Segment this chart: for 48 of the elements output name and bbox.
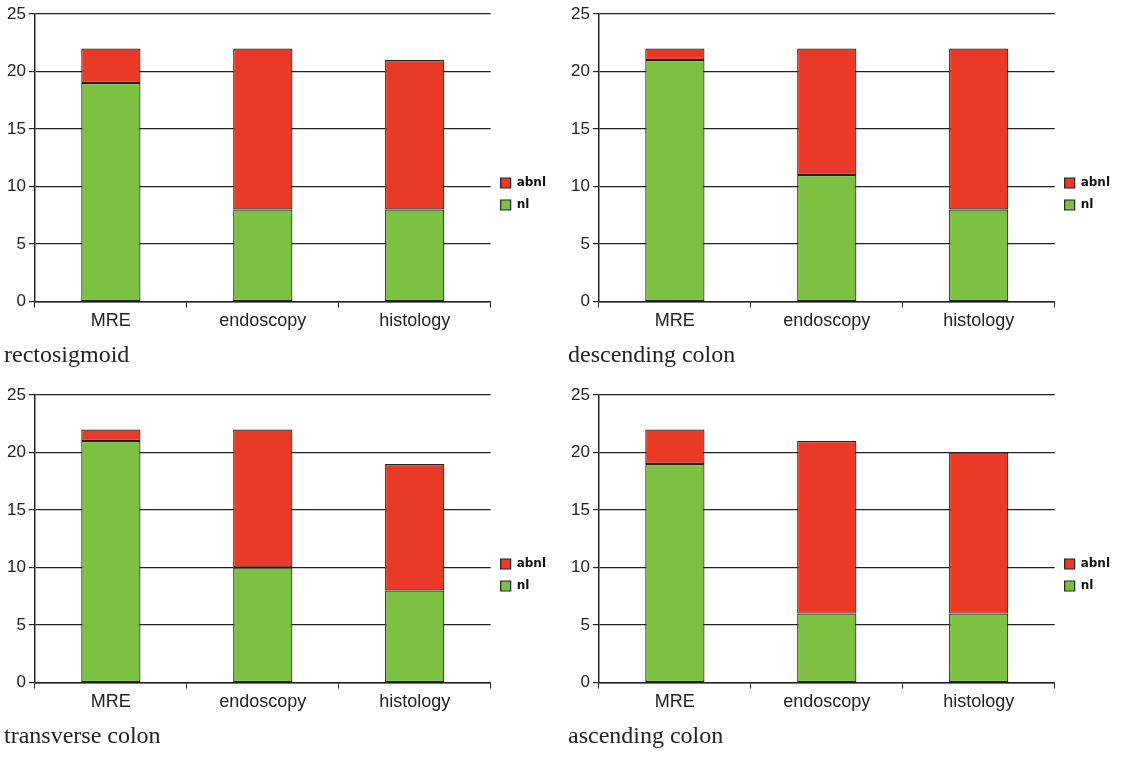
text: rectosigmoid <box>4 340 130 367</box>
y-tick-label: 25 <box>570 384 590 404</box>
text: descending colon <box>568 340 736 367</box>
y-tick-label: 5 <box>580 614 590 634</box>
y-tick-label: 10 <box>6 557 26 577</box>
y-tick-label: 0 <box>16 672 26 692</box>
y-tick-label: 20 <box>6 61 26 81</box>
y-tick-label: 20 <box>6 442 26 462</box>
legend-label: nl <box>516 197 530 212</box>
y-tick-label: 0 <box>16 291 26 311</box>
y-tick-label: 25 <box>6 3 26 23</box>
y-tick-label: 15 <box>6 118 26 138</box>
x-tick-label: MRE <box>654 310 695 331</box>
y-tick-label: 0 <box>580 672 590 692</box>
x-tick-label: endoscopy <box>219 310 307 331</box>
text: ascending colon <box>568 721 724 748</box>
y-tick-label: 20 <box>570 61 590 81</box>
x-tick-label: endoscopy <box>783 691 871 712</box>
y-tick-label: 10 <box>6 176 26 196</box>
legend-label: nl <box>516 578 530 593</box>
x-tick-label: endoscopy <box>783 310 871 331</box>
y-tick-label: 0 <box>580 291 590 311</box>
text: transverse colon <box>4 721 161 748</box>
legend-label: abnl <box>1080 556 1110 571</box>
y-tick-label: 5 <box>16 614 26 634</box>
legend-label: nl <box>1080 197 1094 212</box>
y-tick-label: 15 <box>570 118 590 138</box>
y-tick-label: 15 <box>6 499 26 519</box>
x-tick-label: histology <box>943 310 1015 331</box>
legend-label: abnl <box>1080 175 1110 190</box>
x-tick-label: histology <box>943 691 1015 712</box>
x-tick-label: histology <box>379 310 451 331</box>
y-tick-label: 10 <box>570 176 590 196</box>
y-tick-label: 5 <box>16 233 26 253</box>
x-tick-label: MRE <box>90 310 131 331</box>
y-tick-label: 25 <box>570 3 590 23</box>
y-tick-label: 5 <box>580 233 590 253</box>
legend-label: abnl <box>516 175 546 190</box>
x-tick-label: histology <box>379 691 451 712</box>
legend-label: nl <box>1080 578 1094 593</box>
x-tick-label: MRE <box>654 691 695 712</box>
x-tick-label: MRE <box>90 691 131 712</box>
y-tick-label: 20 <box>570 442 590 462</box>
y-tick-label: 15 <box>570 499 590 519</box>
legend-label: abnl <box>516 556 546 571</box>
x-tick-label: endoscopy <box>219 691 307 712</box>
y-tick-label: 10 <box>570 557 590 577</box>
y-tick-label: 25 <box>6 384 26 404</box>
